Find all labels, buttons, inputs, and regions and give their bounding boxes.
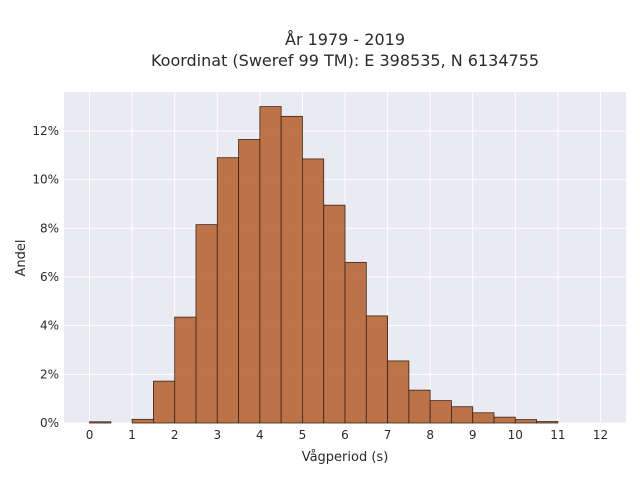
y-tick-label: 0% xyxy=(40,416,59,430)
bars xyxy=(89,106,559,424)
chart-title: År 1979 - 2019 xyxy=(285,30,405,49)
histogram-bar xyxy=(323,204,346,424)
histogram-bar xyxy=(259,106,282,424)
histogram-bar xyxy=(387,360,410,424)
x-tick-label: 3 xyxy=(213,428,221,442)
y-tick-label: 4% xyxy=(40,319,59,333)
x-axis-ticks: 0 1 2 3 4 5 6 7 8 9 10 11 12 xyxy=(86,428,608,442)
histogram-bar xyxy=(493,416,516,424)
x-tick-label: 0 xyxy=(86,428,94,442)
histogram-bar xyxy=(89,421,112,424)
histogram-bar xyxy=(344,261,367,424)
y-tick-label: 2% xyxy=(40,367,59,381)
x-tick-label: 6 xyxy=(341,428,349,442)
y-axis-ticks: 0% 2% 4% 6% 8% 10% 12% xyxy=(32,124,59,430)
x-tick-label: 4 xyxy=(256,428,264,442)
histogram-bar xyxy=(472,412,495,424)
x-tick-label: 8 xyxy=(426,428,434,442)
x-tick-label: 9 xyxy=(469,428,477,442)
x-axis-label: Vågperiod (s) xyxy=(302,450,389,465)
x-tick-label: 2 xyxy=(171,428,179,442)
y-tick-label: 8% xyxy=(40,221,59,235)
y-axis-label: Andel xyxy=(14,240,29,277)
y-tick-label: 12% xyxy=(32,124,59,138)
y-tick-label: 6% xyxy=(40,270,59,284)
x-tick-label: 10 xyxy=(508,428,523,442)
x-tick-label: 1 xyxy=(128,428,136,442)
x-tick-label: 12 xyxy=(593,428,608,442)
histogram-bar xyxy=(514,419,537,424)
histogram-bar xyxy=(451,406,474,424)
histogram-bar xyxy=(238,139,261,424)
histogram-bar xyxy=(174,316,197,424)
histogram-bar xyxy=(153,380,176,424)
histogram-bar xyxy=(216,157,239,424)
x-tick-label: 11 xyxy=(550,428,565,442)
histogram-bar xyxy=(131,418,154,424)
x-tick-label: 7 xyxy=(384,428,392,442)
x-tick-label: 5 xyxy=(299,428,307,442)
histogram-bar xyxy=(302,158,325,424)
histogram-bar xyxy=(365,315,388,424)
histogram-bar xyxy=(195,224,218,424)
histogram-bar xyxy=(408,389,431,424)
y-tick-label: 10% xyxy=(32,173,59,187)
histogram-bar xyxy=(429,400,452,424)
histogram-bar xyxy=(536,421,559,424)
chart-subtitle: Koordinat (Sweref 99 TM): E 398535, N 61… xyxy=(151,51,539,70)
histogram-bar xyxy=(280,115,303,424)
